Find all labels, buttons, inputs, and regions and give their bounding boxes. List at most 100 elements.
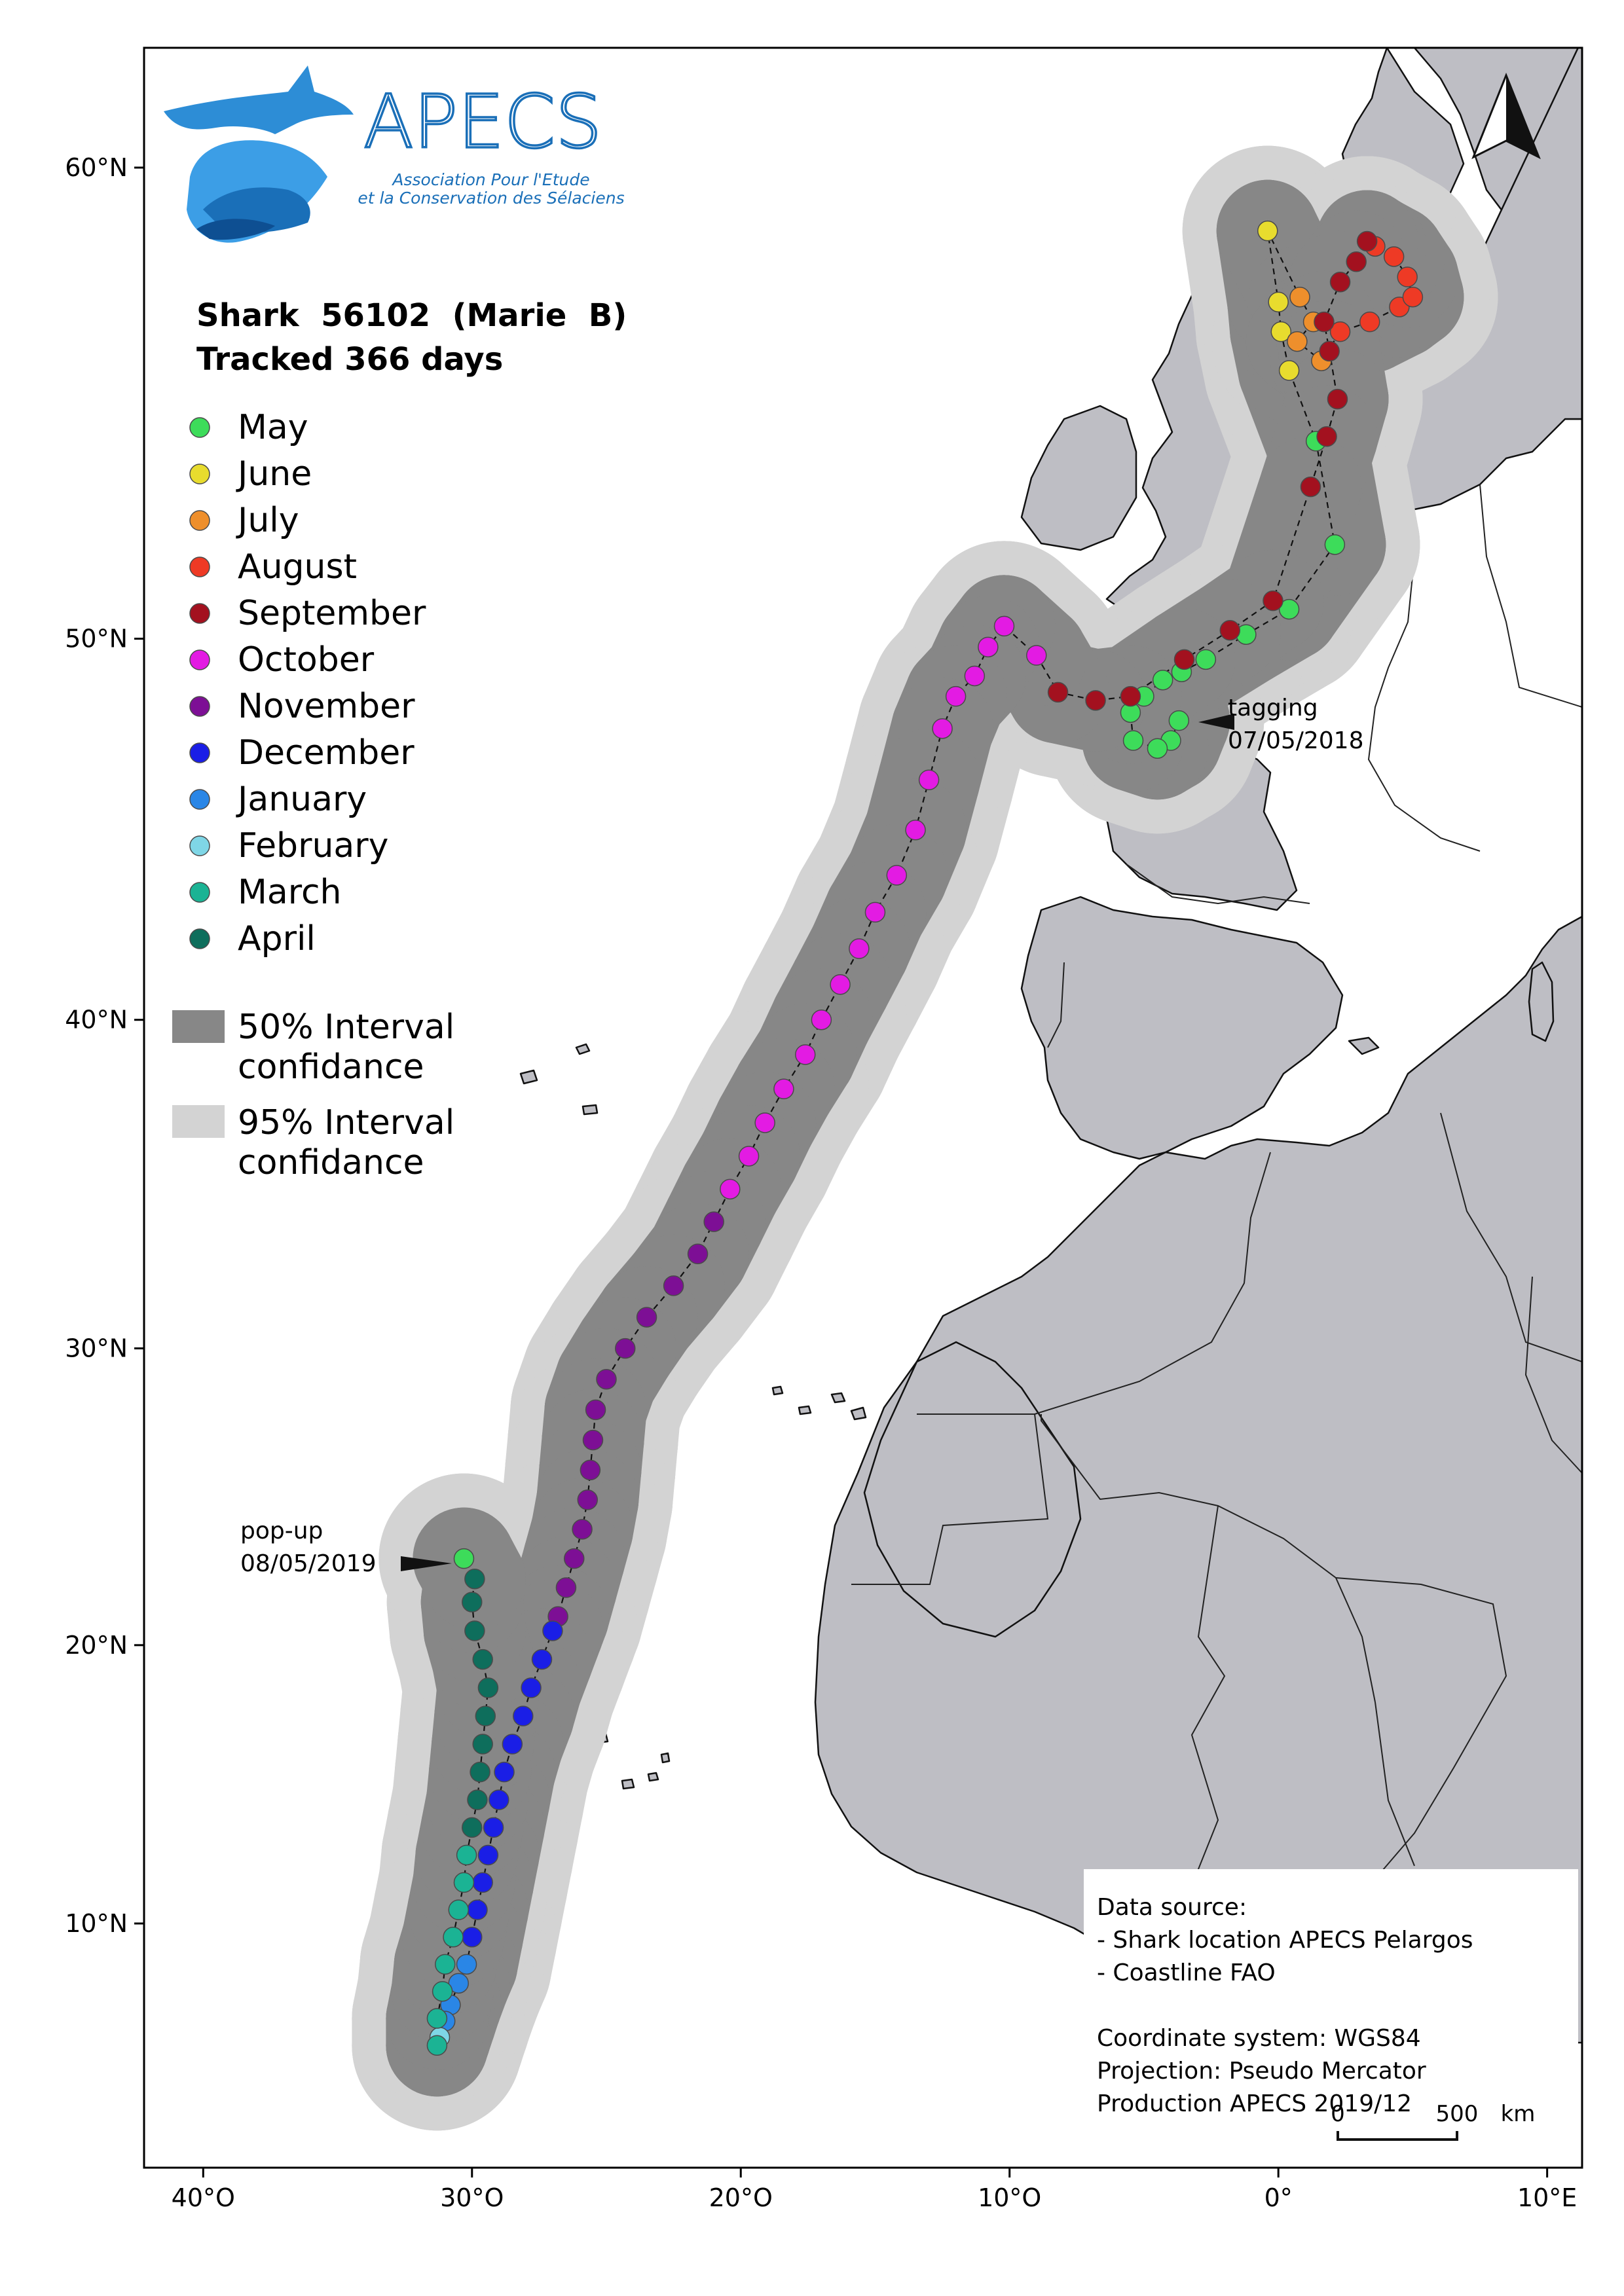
map-area [144,48,1582,2168]
track-point [467,1899,488,1920]
logo-subtitle-2: et la Conservation des Sélaciens [358,189,624,208]
track-point [1026,645,1047,666]
ci95-label-2: confidance [238,1143,424,1182]
shark-logo-icon [164,65,354,243]
lon-tick-label: 10°O [978,2183,1041,2212]
info-line: Data source: [1097,1894,1247,1921]
legend-marker [189,649,210,670]
legend-label: October [238,640,375,680]
track-point [614,1338,636,1359]
track-point [572,1519,593,1540]
legend-marker [189,928,210,949]
track-point [1219,620,1241,641]
track-point [1173,649,1195,670]
legend-ci50: 50% Interval confidance [172,1008,454,1087]
apecs-logo: APECS Association Pour l'Etude et la Con… [164,65,625,243]
track-point [1263,590,1283,611]
track-point [1319,340,1340,362]
track-point [945,685,967,707]
track-point [1152,669,1173,691]
ci50-label-2: confidance [238,1048,424,1087]
info-box-text: Data source: - Shark location APECS Pelar… [1097,1894,1473,2117]
track-point [477,1844,499,1866]
track-point [1324,534,1346,555]
legend-label: July [236,501,299,540]
track-point [1122,730,1144,751]
legend-marker [189,510,210,531]
track-point [472,1734,493,1755]
track-point [1356,230,1378,252]
track-point [434,1954,456,1975]
track-point [453,1872,475,1893]
track-point [494,1761,515,1783]
track-point [577,1489,599,1510]
track-point [905,820,926,841]
track-point [1120,685,1141,707]
legend-marker [189,789,210,810]
track-point [1085,690,1106,711]
track-point [1195,649,1217,670]
track-point [464,1620,485,1641]
lat-tick-label: 30°N [65,1334,128,1363]
legend-label: March [238,873,342,912]
lat-tick-label: 60°N [65,153,128,182]
legend-marker [189,417,210,438]
lat-tick-label: 40°N [65,1006,128,1034]
track-point [1147,738,1168,759]
track-point [849,938,870,959]
track-point [582,1429,604,1451]
legend-label: May [238,408,308,447]
track-point [472,1649,493,1670]
axes: 60°N 50°N 40°N 30°N 20°N 10°N 40°O 30°O 20°O 10°O… [65,153,1577,2212]
info-line: - Coastline FAO [1097,1959,1276,1986]
track-points [426,220,1424,2056]
track-point [467,1789,488,1810]
scale-unit: km [1501,2101,1536,2127]
lon-tick-label: 0° [1264,2183,1293,2212]
track-point [555,1577,577,1598]
track-point [918,769,940,790]
tagging-pointer-icon [1198,714,1234,730]
scale-bar: 0 500 km [1331,2101,1536,2141]
track-point [472,1872,493,1893]
logo-name: APECS [363,80,602,165]
track-point [521,1677,542,1698]
track-point [531,1649,553,1670]
track-point [1257,220,1278,242]
track-point [1300,476,1321,498]
legend-ci95: 95% Interval confidance [172,1103,454,1182]
track-point [1287,331,1308,352]
track-point [1359,311,1380,333]
track-point [830,974,851,995]
track-point [1383,246,1405,267]
tagging-label: tagging [1228,695,1318,721]
track-point [1168,710,1190,731]
track-point [738,1146,760,1167]
track-point [580,1459,601,1481]
map-frame [143,46,1583,2169]
track-point [794,1044,816,1065]
lat-tick-label: 20°N [65,1631,128,1660]
ci95-label-1: 95% Interval [238,1103,454,1142]
legend-label: November [238,687,415,726]
track-point [978,636,999,658]
lon-tick-label: 40°O [172,2183,235,2212]
track-point [542,1620,563,1641]
title-line-1: Shark 56102 (Marie B) [196,297,627,334]
legend-label: September [238,594,426,633]
track-point [489,1789,509,1810]
track-point [596,1368,617,1390]
legend-marker [189,882,210,903]
ci95-swatch [172,1105,225,1138]
track-point [462,1817,483,1838]
track-point [502,1734,523,1755]
country-borders [851,484,1582,1886]
track-point [1289,286,1310,308]
ci50-swatch [172,1010,225,1043]
track-point [636,1307,657,1328]
track-point [443,1927,464,1948]
track-point [773,1078,794,1100]
land-islands-med [1348,961,1555,1055]
legend-marker [189,556,210,577]
track-point [1397,266,1418,287]
